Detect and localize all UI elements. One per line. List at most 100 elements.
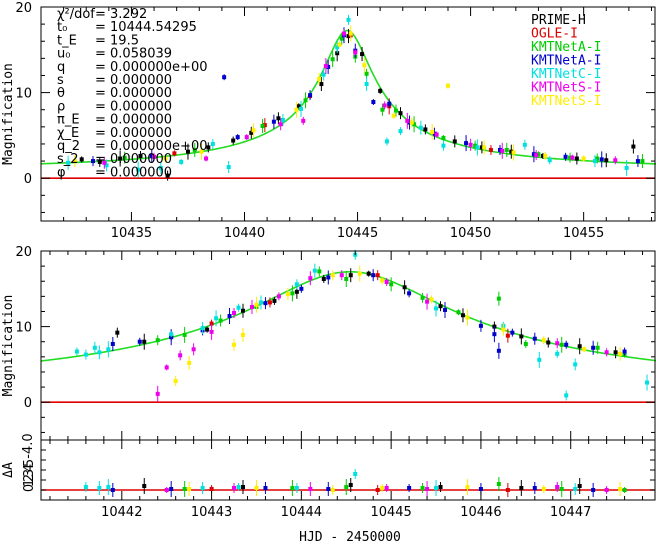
top-data-point (497, 147, 502, 152)
top-data-point (592, 159, 597, 164)
zoom-data-point (272, 298, 277, 303)
param-value: = 0.000000 (95, 113, 172, 128)
res-data-point (353, 472, 358, 476)
top-series-4 (66, 14, 629, 178)
res-data-point (434, 486, 439, 490)
res-xtick-label: 10447 (550, 505, 591, 520)
legend-entry: OGLE-I (531, 27, 578, 42)
zoom-data-point (425, 299, 430, 304)
res-series-5 (164, 481, 609, 497)
zoom-data-point (407, 291, 412, 296)
top-data-point (475, 145, 480, 150)
res-data-point (604, 488, 609, 492)
zoom-data-point (106, 347, 111, 352)
top-data-point (543, 153, 548, 158)
res-data-point (380, 486, 385, 490)
top-data-point (231, 138, 236, 143)
top-ytick-label: 10 (15, 87, 32, 102)
zoom-data-point (205, 327, 210, 332)
zoom-data-point (227, 314, 232, 319)
top-data-point (441, 135, 446, 140)
zoom-data-point (595, 345, 600, 350)
top-data-point (226, 165, 231, 170)
zoom-panel: 0 10 20 Magnification (1, 245, 656, 441)
top-data-point (317, 76, 322, 81)
top-data-point (624, 165, 629, 170)
zoom-data-point (267, 300, 272, 305)
top-data-point (337, 42, 342, 47)
param-symbol: s_2 (57, 152, 79, 167)
res-ytick-label: 0 (22, 484, 37, 492)
top-data-point (509, 149, 514, 154)
top-data-point (531, 152, 536, 157)
top-data-point (412, 122, 417, 127)
zoom-ylabel: Magnification (1, 295, 16, 397)
top-data-point (574, 156, 579, 161)
param-symbol: ρ (57, 99, 65, 114)
res-data-point (591, 488, 596, 492)
res-xtick-label: 10444 (281, 505, 322, 520)
zoom-data-point (191, 347, 196, 352)
zoom-data-point (155, 338, 160, 343)
zoom-data-point (178, 353, 183, 358)
zoom-data-point (308, 276, 313, 281)
top-xtick-label: 10440 (224, 226, 265, 241)
res-data-point (200, 486, 205, 490)
top-ytick-label: 20 (15, 1, 32, 16)
top-data-point (210, 141, 215, 146)
top-data-point (432, 131, 437, 136)
top-data-point (260, 123, 265, 128)
top-data-point (534, 153, 539, 158)
top-data-point (479, 145, 484, 150)
top-data-point (199, 149, 204, 154)
zoom-data-point (169, 332, 174, 337)
zoom-data-point (492, 332, 497, 337)
res-series-0 (142, 478, 582, 496)
res-data-point (541, 487, 546, 491)
top-data-point (409, 120, 414, 125)
res-data-point (164, 488, 169, 492)
zoom-data-point (523, 341, 528, 346)
zoom-data-point (555, 341, 560, 346)
res-xtick-label: 10442 (101, 505, 142, 520)
param-symbol: t₀ (57, 20, 67, 35)
top-data-point (511, 150, 516, 155)
top-data-point (296, 104, 301, 109)
zoom-data-point (232, 310, 237, 315)
zoom-data-point (618, 351, 623, 356)
param-symbol: π_E (57, 113, 80, 128)
top-data-point (445, 83, 450, 88)
top-data-point (301, 118, 306, 123)
res-data-point (425, 487, 430, 491)
param-symbol: u₀ (57, 47, 70, 62)
top-data-point (547, 158, 552, 163)
zoom-series-0 (115, 268, 618, 359)
zoom-data-point (438, 304, 443, 309)
top-data-point (280, 117, 285, 122)
zoom-data-point (249, 304, 254, 309)
zoom-data-point (326, 275, 331, 280)
top-data-point (468, 142, 473, 147)
res-data-point (375, 488, 380, 492)
top-data-point (570, 155, 575, 160)
zoom-data-point (241, 332, 246, 337)
zoom-data-point (209, 321, 214, 326)
top-data-point (441, 143, 446, 148)
zoom-ytick-label: 10 (15, 321, 32, 336)
top-xtick-label: 10455 (563, 226, 604, 241)
param-value: = 19.5 (95, 33, 139, 48)
top-frame (40, 6, 656, 222)
top-panel: 10435 10440 10445 10450 10455 0 10 20 Magnificat… (1, 1, 656, 241)
res-data-point (182, 487, 187, 491)
top-data-point (278, 122, 283, 127)
zoom-model-curve (40, 270, 656, 362)
zoom-data-point (169, 335, 174, 340)
res-data-point (496, 482, 501, 486)
top-data-point (149, 153, 154, 158)
top-data-point (204, 156, 209, 161)
top-series-0 (79, 29, 636, 181)
res-data-point (622, 488, 627, 492)
legend-entry: KMTNetS-I (531, 94, 601, 109)
top-data-point (158, 165, 163, 170)
top-data-point (500, 148, 505, 153)
